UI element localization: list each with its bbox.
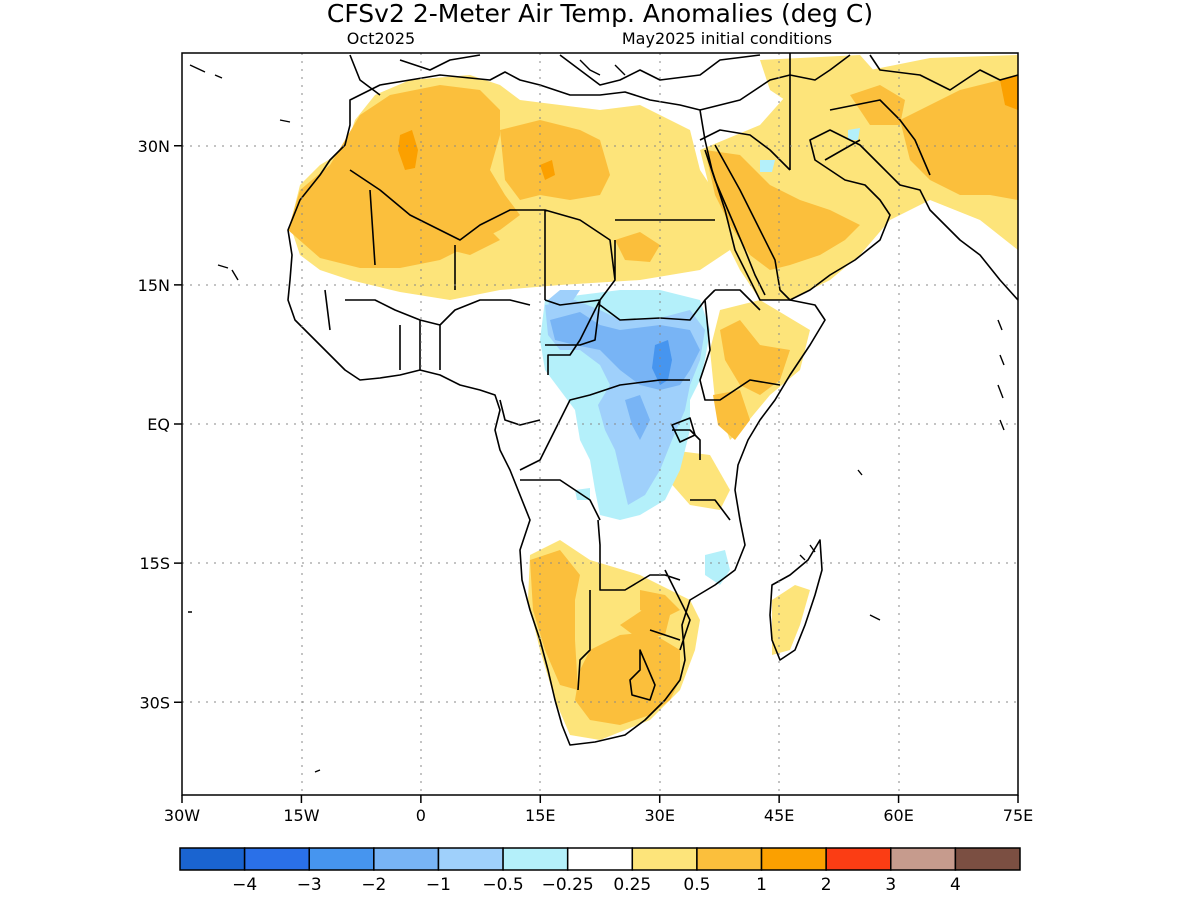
lon-tick-label: 45E <box>764 806 794 825</box>
colorbar-label: 4 <box>950 875 961 895</box>
colorbar-swatch <box>179 847 246 871</box>
colorbar-label: 0.5 <box>683 875 710 895</box>
colorbar-label: −4 <box>232 875 257 895</box>
init-conditions-label: May2025 initial conditions <box>622 29 832 48</box>
colorbar-swatch <box>954 847 1021 871</box>
colorbar-swatch <box>373 847 440 871</box>
colorbar-swatch <box>890 847 957 871</box>
europe-coastline <box>349 54 1018 96</box>
lat-tick-label: 15N <box>138 276 170 295</box>
lat-tick-label: 15S <box>139 554 170 573</box>
colorbar-label: 0.25 <box>613 875 651 895</box>
lat-tick-label: EQ <box>147 415 170 434</box>
colorbar-swatch <box>243 847 310 871</box>
lon-tick-label: 75E <box>1003 806 1033 825</box>
madagascar-coastline <box>769 539 823 661</box>
lon-tick-label: 0 <box>416 806 426 825</box>
lon-tick-label: 60E <box>883 806 913 825</box>
lon-tick-label: 15W <box>283 806 319 825</box>
colorbar-swatch <box>760 847 827 871</box>
colorbar-label: 3 <box>885 875 896 895</box>
colorbar-swatch <box>825 847 892 871</box>
colorbar-label: −0.25 <box>542 875 594 895</box>
colorbar-swatch <box>566 847 634 871</box>
lat-tick-label: 30S <box>139 693 170 712</box>
colorbar-label: 1 <box>756 875 767 895</box>
colorbar-swatch <box>437 847 504 871</box>
warm-anomaly-strong <box>398 75 1018 180</box>
colorbar-swatch <box>502 847 569 871</box>
latitude-axis: 30N 15N EQ 15S 30S <box>138 137 182 712</box>
lon-tick-label: 30W <box>164 806 200 825</box>
colorbar: −4 −3 −2 −1 −0.5 −0.25 0.25 0.5 1 2 3 4 <box>179 847 1021 895</box>
colorbar-label: −0.5 <box>482 875 523 895</box>
colorbar-swatch <box>308 847 375 871</box>
coastlines-borders <box>287 53 1018 746</box>
colorbar-swatch <box>696 847 763 871</box>
valid-month-label: Oct2025 <box>347 29 415 48</box>
cool-anomaly-deep <box>652 340 672 385</box>
red-sea <box>704 149 766 296</box>
graticule <box>182 53 1018 795</box>
islands <box>188 59 1005 773</box>
colorbar-label: −1 <box>426 875 451 895</box>
warm-anomaly-mid <box>288 75 1018 725</box>
colorbar-label: −2 <box>361 875 386 895</box>
map-area <box>182 53 1018 795</box>
longitude-axis: 30W 15W 0 15E 30E 45E 60E 75E <box>164 795 1033 825</box>
lat-tick-label: 30N <box>138 137 170 156</box>
africa-coastline <box>287 71 826 746</box>
colorbar-label: 2 <box>821 875 832 895</box>
colorbar-label: −3 <box>297 875 322 895</box>
lake-victoria <box>671 417 696 443</box>
lon-tick-label: 30E <box>644 806 674 825</box>
main-title: CFSv2 2-Meter Air Temp. Anomalies (deg C… <box>327 0 873 28</box>
lon-tick-label: 15E <box>525 806 555 825</box>
colorbar-swatch <box>631 847 698 871</box>
